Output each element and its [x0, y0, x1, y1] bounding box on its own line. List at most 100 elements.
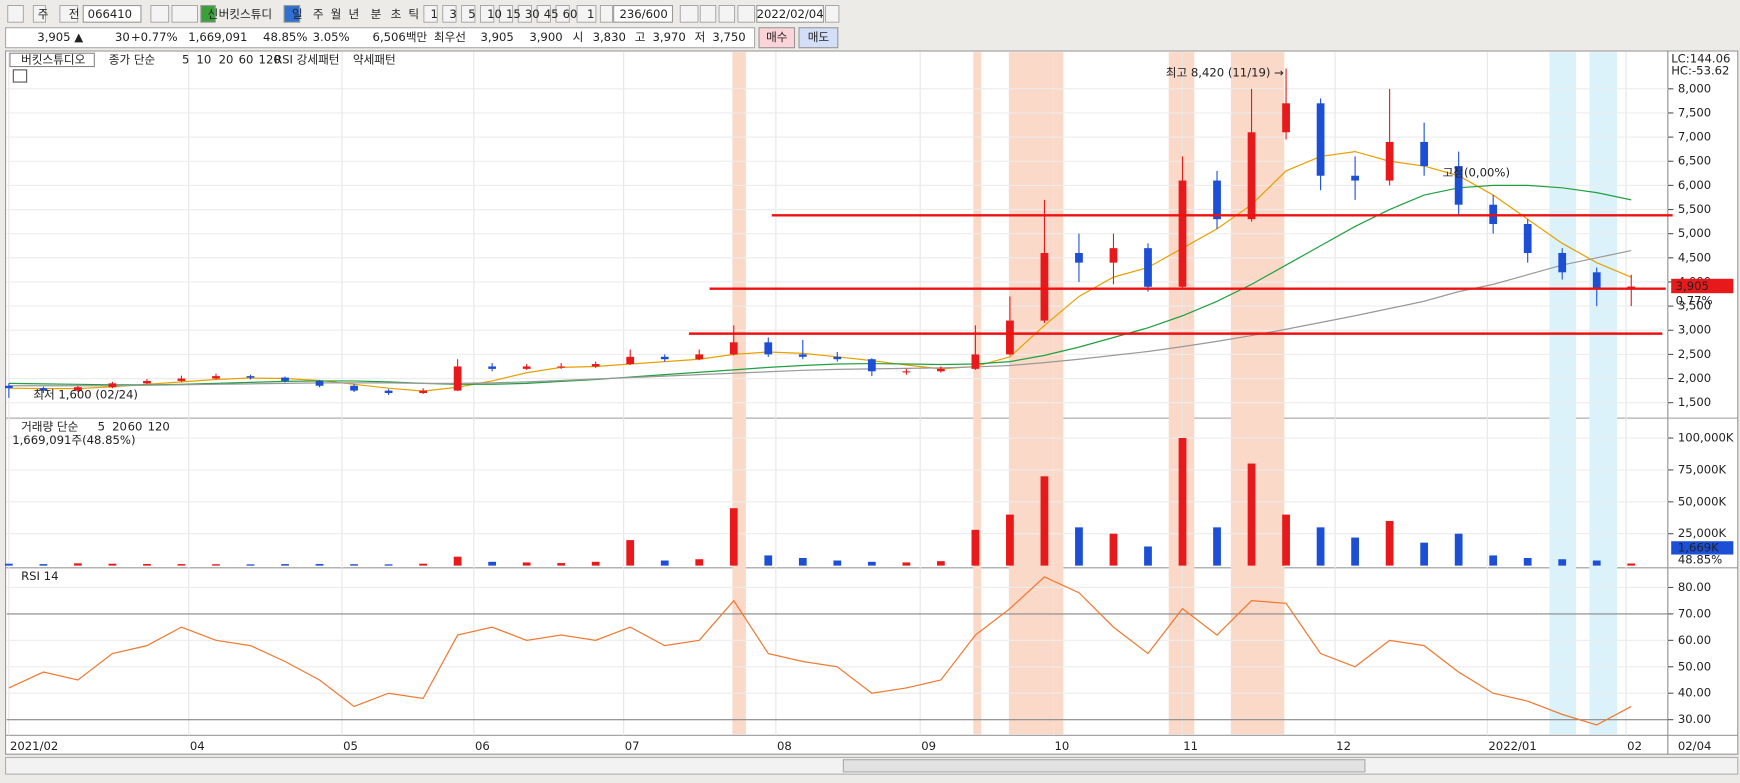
volume-bar: [143, 563, 151, 566]
quote-value: 3.05%: [313, 30, 350, 44]
candle-body: [4, 385, 13, 389]
candle-body: [419, 390, 427, 394]
toolbar-field[interactable]: [283, 4, 301, 23]
volume-bar: [1558, 559, 1567, 566]
y-tick-label: 6,000: [1678, 178, 1711, 192]
toolbar-label[interactable]: 주: [313, 7, 324, 21]
toolbar-button[interactable]: [576, 5, 597, 23]
toolbar-button[interactable]: [423, 5, 438, 23]
toolbar-button[interactable]: [737, 5, 756, 23]
toolbar-label[interactable]: 066410: [88, 7, 132, 21]
toolbar-field[interactable]: [613, 4, 674, 23]
y-tick-label: 50,000K: [1678, 494, 1727, 508]
toolbar-label[interactable]: 2022/02/04: [757, 7, 824, 21]
toolbar-label[interactable]: 1: [587, 7, 594, 21]
toolbar-button[interactable]: [461, 5, 476, 23]
change-label: 0.77%: [1676, 293, 1713, 307]
candle-body: [453, 366, 462, 391]
candle-body: [1351, 175, 1359, 181]
legend-period: 120: [148, 419, 170, 433]
toolbar-label[interactable]: 버킷스튜디: [219, 7, 272, 21]
candle-body: [936, 368, 945, 372]
toolbar-label[interactable]: 5: [468, 7, 475, 21]
candle-body: [143, 380, 151, 384]
toolbar-label[interactable]: 60: [563, 7, 578, 21]
candle-body: [1109, 248, 1118, 263]
volume-bar: [867, 561, 876, 566]
quote-value: 3,905 ▲: [37, 30, 83, 44]
date-label: 02: [1627, 739, 1642, 753]
quote-value: +0.77%: [131, 30, 178, 44]
toolbar-button[interactable]: [825, 5, 840, 23]
toolbar-button[interactable]: [150, 5, 170, 23]
quote-value: 30: [115, 30, 130, 44]
toolbar-label[interactable]: 주: [38, 7, 49, 21]
toolbar-button[interactable]: [536, 5, 551, 23]
toolbar-label[interactable]: 10: [487, 7, 502, 21]
toolbar-button[interactable]: [7, 5, 24, 23]
y-tick-label: 2,500: [1678, 347, 1711, 361]
toolbar-button[interactable]: [442, 5, 457, 23]
toolbar-label[interactable]: 틱: [408, 7, 419, 21]
toolbar-button[interactable]: [517, 5, 532, 23]
order-button[interactable]: [798, 27, 839, 49]
candle-body: [522, 366, 531, 369]
order-button-label[interactable]: 매도: [808, 30, 830, 44]
toolbar-button[interactable]: [480, 5, 495, 23]
toolbar-label[interactable]: 30: [525, 7, 540, 21]
volume-bar: [764, 555, 773, 566]
toolbar-button[interactable]: [718, 5, 736, 23]
grid-icon[interactable]: [12, 69, 28, 83]
toolbar-label[interactable]: 월: [331, 7, 342, 21]
volume-legend: 거래량 단순: [21, 419, 78, 433]
volume-total: 1,669,091주(48.85%): [12, 433, 135, 447]
volume-bar: [1316, 527, 1325, 566]
volume-bar: [971, 529, 980, 566]
y-tick-label: 3,500: [1678, 299, 1711, 313]
toolbar-label[interactable]: 1: [431, 7, 438, 21]
candle-body: [1247, 132, 1256, 220]
toolbar-button[interactable]: [555, 5, 570, 23]
y-tick-label: 4,500: [1678, 250, 1711, 264]
toolbar-label[interactable]: 236/600: [619, 7, 667, 21]
volume-bar: [1247, 463, 1256, 566]
toolbar-field[interactable]: [82, 4, 142, 23]
candle-body: [695, 354, 704, 360]
toolbar-button[interactable]: [699, 5, 717, 23]
y-tick-label: 60.00: [1678, 633, 1711, 647]
toolbar-label[interactable]: 전: [69, 7, 80, 21]
legend-period: 5: [98, 419, 105, 433]
highlight-band: [973, 52, 982, 735]
legend-period: 5: [182, 52, 189, 66]
order-button[interactable]: [758, 27, 796, 49]
toolbar-button[interactable]: [171, 5, 198, 23]
toolbar-button[interactable]: [599, 5, 613, 23]
toolbar-button[interactable]: [679, 5, 699, 23]
legend-period: 20: [219, 52, 234, 66]
volume-bar: [1385, 520, 1394, 566]
toolbar-label[interactable]: 분: [371, 7, 382, 21]
toolbar-label[interactable]: 년: [348, 7, 359, 21]
toolbar-button[interactable]: [498, 5, 514, 23]
legend-rsi-down: 약세패턴: [353, 52, 396, 66]
toolbar-field[interactable]: [756, 4, 824, 23]
toolbar-label[interactable]: 신: [208, 7, 219, 21]
toolbar-label[interactable]: 3: [449, 7, 456, 21]
volume-bar: [1109, 533, 1118, 566]
candle-body: [39, 388, 48, 391]
order-button-label[interactable]: 매수: [766, 30, 788, 44]
quote-value: 3,830: [593, 30, 626, 44]
toolbar-button[interactable]: [32, 5, 46, 23]
y-tick-label: 70.00: [1678, 606, 1711, 620]
y-tick-label: 50.00: [1678, 659, 1711, 673]
toolbar-label[interactable]: 15: [506, 7, 521, 21]
candle-body: [798, 354, 807, 357]
volume-bar: [557, 563, 566, 566]
toolbar-label[interactable]: 45: [544, 7, 559, 21]
toolbar-label[interactable]: 초: [391, 7, 402, 21]
toolbar-label[interactable]: 일: [292, 7, 303, 21]
toolbar-button[interactable]: [59, 5, 79, 23]
volume-bar: [1040, 476, 1049, 566]
scroll-thumb[interactable]: [842, 759, 1366, 773]
toolbar-field[interactable]: [200, 4, 216, 23]
